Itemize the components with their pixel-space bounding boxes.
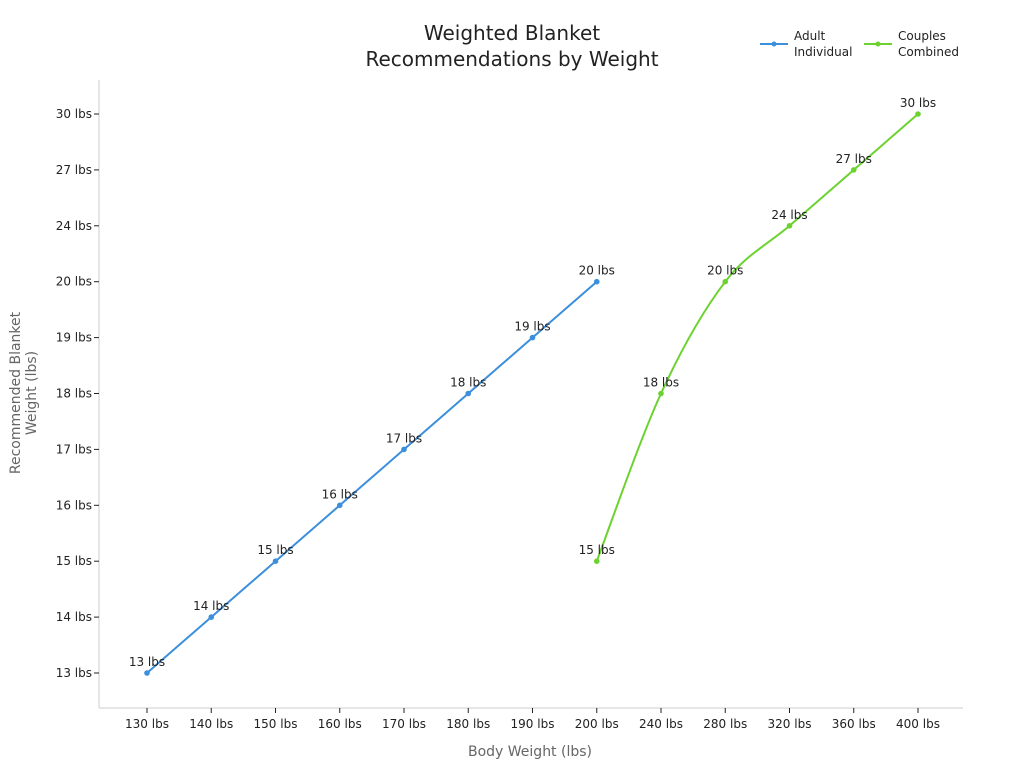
y-tick-label: 15 lbs (56, 554, 92, 568)
x-tick-label: 320 lbs (768, 717, 812, 731)
series-2: 15 lbs 18 lbs 20 lbs 24 lbs 27 lbs 30 lbs (579, 96, 936, 564)
data-label: 15 lbs (579, 543, 615, 557)
data-point (272, 558, 279, 564)
data-label: 20 lbs (579, 264, 615, 278)
data-label: 16 lbs (322, 487, 358, 501)
y-tick-label: 20 lbs (56, 275, 92, 289)
y-tick-label: 14 lbs (56, 610, 92, 624)
data-label: 13 lbs (129, 655, 165, 669)
x-tick-label: 170 lbs (382, 717, 426, 731)
series-line (146, 280, 598, 674)
legend-label-line: Individual (794, 45, 852, 59)
legend: Adult Individual Couples Combined (760, 29, 959, 59)
data-point (593, 278, 600, 285)
data-point (915, 111, 921, 117)
data-point (722, 278, 729, 285)
axes: 13 lbs 14 lbs 15 lbs 16 lbs 17 lbs 18 lbs 19 l… (8, 80, 963, 760)
x-tick-label: 200 lbs (575, 717, 619, 731)
legend-label: Adult Individual (794, 29, 852, 59)
data-label: 14 lbs (193, 599, 229, 613)
data-point (593, 558, 600, 564)
y-axis-label-line: Weight (lbs) (24, 351, 40, 435)
data-label: 30 lbs (900, 96, 936, 110)
x-tick-label: 280 lbs (703, 717, 747, 731)
legend-swatch-marker (875, 41, 881, 47)
legend-swatch-marker (771, 41, 777, 47)
data-point (529, 334, 536, 341)
chart-title-line: Recommendations by Weight (365, 47, 658, 71)
y-tick-label: 30 lbs (56, 107, 92, 121)
data-point (336, 502, 343, 509)
y-axis-label: Recommended BlanketWeight (lbs) (8, 311, 40, 474)
y-tick-label: 27 lbs (56, 163, 92, 177)
data-point (144, 670, 150, 676)
legend-item: Adult Individual (760, 29, 852, 59)
y-axis-label-line: Recommended Blanket (8, 311, 24, 474)
series-line (595, 113, 919, 562)
data-point (658, 390, 664, 397)
x-tick-label: 130 lbs (125, 717, 169, 731)
x-tick-label: 160 lbs (318, 717, 362, 731)
data-label: 17 lbs (386, 431, 422, 445)
x-tick-label: 140 lbs (189, 717, 233, 731)
y-tick-label: 16 lbs (56, 498, 92, 512)
data-point (850, 167, 857, 173)
data-point (465, 390, 472, 397)
x-tick-label: 240 lbs (639, 717, 683, 731)
x-tick-label: 400 lbs (896, 717, 940, 731)
data-label: 27 lbs (836, 152, 872, 166)
series-1: 13 lbs 14 lbs 15 lbs 16 lbs 17 lbs 18 lbs 19 l… (129, 264, 615, 676)
data-point (786, 223, 793, 229)
legend-label-line: Combined (898, 45, 959, 59)
y-tick-label: 18 lbs (56, 387, 92, 401)
data-label: 15 lbs (257, 543, 293, 557)
legend-label-line: Adult (794, 29, 826, 43)
y-tick-label: 17 lbs (56, 442, 92, 456)
data-label: 18 lbs (450, 376, 486, 390)
series-layer: 13 lbs 14 lbs 15 lbs 16 lbs 17 lbs 18 lbs 19 l… (129, 96, 936, 676)
x-tick-label: 180 lbs (446, 717, 490, 731)
y-tick-label: 24 lbs (56, 219, 92, 233)
x-tick-label: 360 lbs (832, 717, 876, 731)
y-tick-label: 19 lbs (56, 331, 92, 345)
legend-label: Couples Combined (898, 29, 959, 59)
data-label: 24 lbs (771, 208, 807, 222)
x-tick-label: 150 lbs (254, 717, 298, 731)
x-tick-label: 190 lbs (511, 717, 555, 731)
data-label: 20 lbs (707, 264, 743, 278)
data-label: 19 lbs (514, 320, 550, 334)
x-axis-label: Body Weight (lbs) (468, 744, 592, 760)
y-tick-label: 13 lbs (56, 666, 92, 680)
data-point (401, 446, 407, 453)
legend-item: Couples Combined (864, 29, 959, 59)
chart-title-line: Weighted Blanket (424, 21, 600, 45)
data-label: 18 lbs (643, 376, 679, 390)
data-point (208, 614, 215, 620)
legend-label-line: Couples (898, 29, 946, 43)
